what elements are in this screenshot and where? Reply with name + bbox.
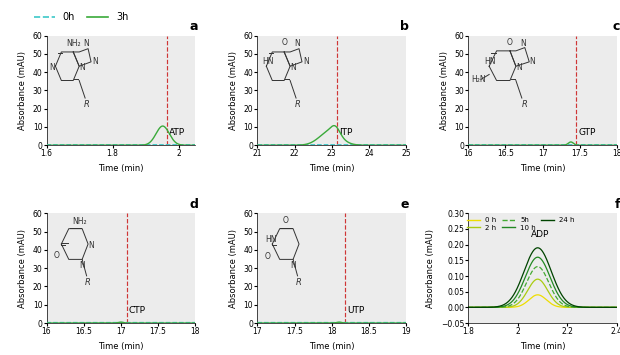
Legend: 0h, 3h: 0h, 3h: [30, 9, 132, 26]
Text: a: a: [190, 20, 198, 33]
Text: UTP: UTP: [347, 306, 365, 315]
Text: N: N: [290, 63, 296, 72]
Text: O: O: [54, 251, 60, 260]
Text: R: R: [294, 100, 301, 109]
Text: NH₂: NH₂: [72, 217, 87, 226]
Text: HN: HN: [262, 57, 273, 66]
Text: O: O: [281, 38, 287, 47]
Text: N: N: [92, 57, 99, 66]
Y-axis label: Absorbance (mAU): Absorbance (mAU): [18, 51, 27, 130]
Y-axis label: Absorbance (mAU): Absorbance (mAU): [427, 229, 435, 308]
Text: N: N: [520, 39, 526, 49]
Text: e: e: [401, 198, 409, 211]
Y-axis label: Absorbance (mAU): Absorbance (mAU): [229, 51, 238, 130]
Text: ATP: ATP: [169, 129, 185, 137]
Text: ADP: ADP: [531, 230, 549, 239]
Text: N: N: [294, 39, 301, 49]
Text: NH₂: NH₂: [66, 39, 81, 49]
Y-axis label: Absorbance (mAU): Absorbance (mAU): [440, 51, 449, 130]
Text: b: b: [400, 20, 409, 33]
Y-axis label: Absorbance (mAU): Absorbance (mAU): [18, 229, 27, 308]
Text: R: R: [84, 100, 89, 109]
Text: ITP: ITP: [340, 129, 353, 137]
Text: N: N: [516, 63, 522, 72]
X-axis label: Time (min): Time (min): [520, 164, 565, 173]
Text: N: N: [304, 57, 309, 66]
Text: HN: HN: [265, 235, 277, 244]
Y-axis label: Absorbance (mAU): Absorbance (mAU): [229, 229, 238, 308]
Text: N: N: [50, 63, 55, 72]
X-axis label: Time (min): Time (min): [520, 342, 565, 351]
Text: HN: HN: [485, 57, 496, 66]
Text: f: f: [614, 198, 620, 211]
Text: H₂N: H₂N: [471, 75, 486, 83]
Text: CTP: CTP: [129, 306, 146, 315]
X-axis label: Time (min): Time (min): [309, 164, 355, 173]
Text: N: N: [529, 57, 535, 66]
Text: d: d: [189, 198, 198, 211]
X-axis label: Time (min): Time (min): [98, 342, 143, 351]
Text: N: N: [88, 241, 94, 250]
Text: O: O: [265, 252, 271, 261]
Legend: 0 h, 2 h, 5h, 10 h, 24 h: 0 h, 2 h, 5h, 10 h, 24 h: [464, 214, 578, 234]
Text: N: N: [290, 261, 296, 270]
Text: O: O: [507, 38, 513, 47]
Text: N: N: [79, 261, 85, 270]
Text: c: c: [613, 20, 620, 33]
X-axis label: Time (min): Time (min): [98, 164, 143, 173]
Text: R: R: [296, 278, 302, 286]
Text: O: O: [283, 216, 288, 225]
Text: N: N: [79, 63, 85, 72]
Text: GTP: GTP: [578, 129, 596, 137]
Text: N: N: [84, 39, 89, 49]
X-axis label: Time (min): Time (min): [309, 342, 355, 351]
Text: R: R: [85, 278, 91, 286]
Text: R: R: [522, 100, 528, 109]
